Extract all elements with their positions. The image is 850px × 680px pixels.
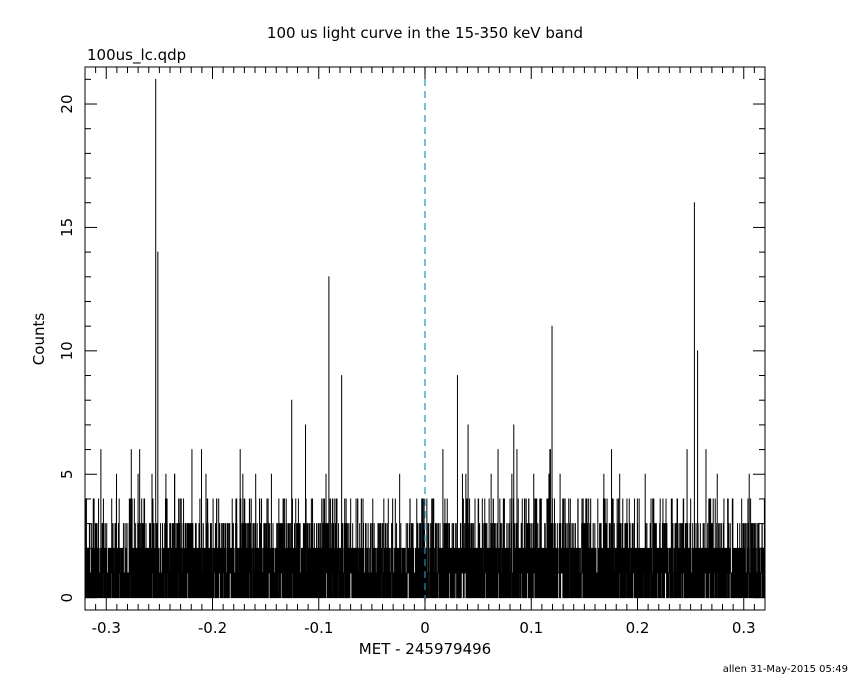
y-tick-label: 5: [58, 469, 76, 479]
x-axis-label: MET - 245979496: [359, 640, 491, 658]
light-curve-series: [84, 78, 766, 599]
x-tick-label: -0.1: [304, 619, 333, 637]
y-tick-label: 20: [58, 94, 76, 113]
chart-subtitle: 100us_lc.qdp: [87, 46, 186, 65]
x-tick-label: 0.3: [732, 619, 756, 637]
x-tick-label: -0.3: [92, 619, 121, 637]
x-tick-label: -0.2: [198, 619, 227, 637]
x-tick-label: 0: [420, 619, 430, 637]
chart-title: 100 us light curve in the 15-350 keV ban…: [267, 24, 583, 42]
plot-area: -0.3 -0.2 -0.1 0 0.1 0.2 0.3 0 5 10 15 20: [58, 66, 766, 637]
y-axis-label: Counts: [30, 313, 48, 366]
y-tick-label: 15: [58, 218, 76, 237]
x-tick-label: 0.2: [626, 619, 650, 637]
x-tick-label: 0.1: [519, 619, 543, 637]
y-tick-label: 0: [58, 593, 76, 603]
y-tick-label: 10: [58, 341, 76, 360]
footer-credit: allen 31-May-2015 05:49: [723, 664, 848, 675]
